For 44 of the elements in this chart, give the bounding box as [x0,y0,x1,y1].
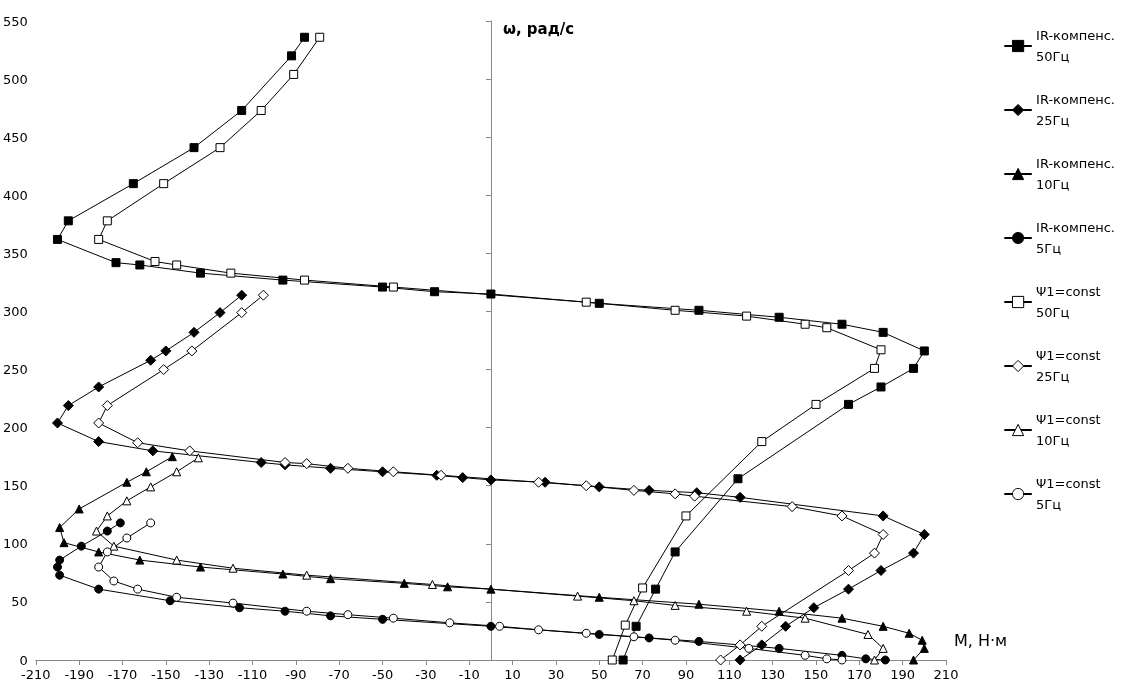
legend-label: Ψ1=const 50Гц [1036,284,1101,320]
x-tick-label: -30 [415,667,437,682]
y-tick-label: 100 [2,536,28,552]
legend-label: IR-компенс. 10Гц [1036,156,1115,192]
x-tick-label: 110 [716,667,742,682]
x-tick-label: -10 [458,667,480,682]
y-tick-label: 50 [11,594,28,610]
x-tick-label: 90 [677,667,695,682]
x-tick-label: -190 [64,667,94,682]
x-tick-label: -110 [237,667,268,682]
legend-label: Ψ1=const 5Гц [1036,476,1101,512]
x-tick-label: -170 [107,667,138,682]
x-tick-label: 130 [760,667,786,682]
x-tick-label: 170 [846,667,872,682]
x-tick-label: 210 [933,667,959,682]
legend-label: Ψ1=const 10Гц [1036,412,1101,448]
x-tick-label: -70 [328,667,350,682]
x-tick-label: 30 [547,667,565,682]
legend-label: IR-компенс. 50Гц [1036,28,1115,64]
y-tick-label: 400 [2,187,28,203]
x-tick-label: -130 [194,667,224,682]
x-tick-label: -210 [21,667,51,682]
y-tick-label: 350 [2,245,28,261]
x-tick-label: -50 [371,667,394,682]
legend-label: IR-компенс. 5Гц [1036,220,1115,256]
x-tick-label: 70 [634,667,651,682]
legend-label: Ψ1=const 25Гц [1036,348,1101,384]
y-tick-label: 450 [2,129,28,145]
x-tick-label: 190 [890,667,916,682]
x-tick-label: 10 [504,667,521,682]
x-tick-label: 50 [590,667,608,682]
y-tick-label: 550 [2,13,28,29]
x-tick-label: -90 [285,667,307,682]
x-axis-title: M, Н·м [954,630,1008,650]
y-tick-label: 250 [2,362,28,378]
y-tick-label: 500 [2,71,28,87]
x-tick-label: -150 [151,667,181,682]
legend-label: IR-компенс. 25Гц [1036,92,1115,128]
x-tick-label: 150 [803,667,829,682]
y-tick-label: 0 [19,652,28,668]
y-tick-label: 300 [2,303,28,319]
y-axis-title: ω, рад/с [502,19,575,38]
y-tick-label: 150 [2,478,28,494]
y-tick-label: 200 [2,420,28,436]
